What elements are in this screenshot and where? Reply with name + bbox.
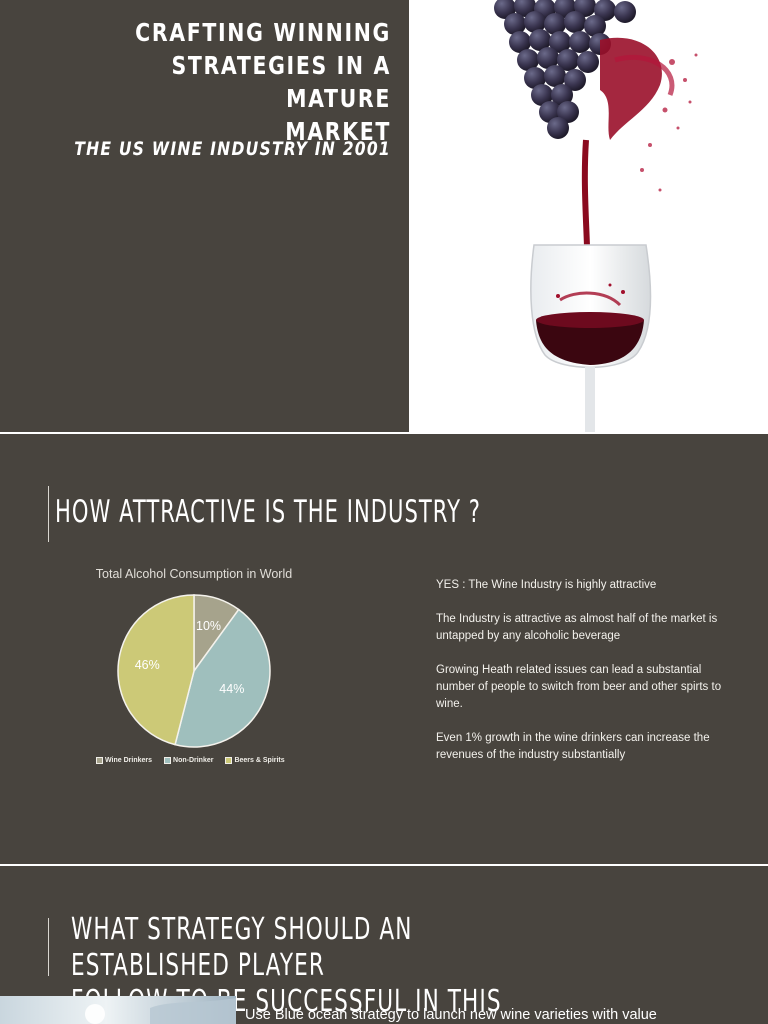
grape [557, 101, 579, 123]
bullet-item: YES : The Wine Industry is highly attrac… [436, 579, 657, 591]
heading-accent-bar [48, 918, 49, 976]
grape [594, 0, 616, 21]
pie-value-label: 10% [196, 619, 221, 633]
pie-chart: 10% 44% 46% [117, 594, 271, 748]
title-slide: CRAFTING WINNING STRATEGIES IN A MATURE … [0, 0, 768, 432]
legend-item: Beers & Spirits [225, 757, 285, 764]
grape [564, 11, 586, 33]
grape-cluster [494, 0, 636, 139]
bullet-item: Growing Heath related issues can lead a … [436, 664, 722, 710]
wine-pour-icon [494, 0, 698, 432]
grape [549, 31, 571, 53]
grape [577, 51, 599, 73]
legend-swatch [225, 757, 233, 764]
pie-slice-non-drinker [174, 608, 271, 748]
chart-legend: Wine Drinkers Non-Drinker Beers & Spirits [96, 757, 285, 764]
grape [614, 1, 636, 23]
legend-item: Non-Drinker [164, 757, 213, 764]
sky-photo-icon [0, 996, 236, 1024]
grape [557, 49, 579, 71]
grape [509, 31, 531, 53]
legend-label: Non-Drinker [173, 757, 214, 764]
attractiveness-slide: HOW ATTRACTIVE IS THE INDUSTRY ? Total A… [0, 434, 768, 864]
grape [504, 13, 526, 35]
grape [564, 69, 586, 91]
bullet-list: YES : The Wine Industry is highly attrac… [436, 577, 726, 781]
legend-item: Wine Drinkers [96, 757, 152, 764]
chart-title: Total Alcohol Consumption in World [95, 567, 293, 581]
grape [551, 84, 573, 106]
grape [544, 13, 566, 35]
grape [517, 49, 539, 71]
grape [584, 15, 606, 37]
legend-swatch [96, 757, 103, 764]
grape [544, 65, 566, 87]
pie-value-label: 46% [135, 658, 160, 672]
title-panel: CRAFTING WINNING STRATEGIES IN A MATURE … [0, 0, 409, 432]
slide-heading: HOW ATTRACTIVE IS THE INDUSTRY ? [55, 494, 481, 530]
heading-accent-bar [48, 486, 49, 542]
grape [524, 11, 546, 33]
bullet-item: The Industry is attractive as almost hal… [436, 613, 718, 642]
bullet-item: Even 1% growth in the wine drinkers can … [436, 732, 710, 761]
grape [569, 31, 591, 53]
legend-swatch [164, 757, 172, 764]
presentation-subtitle: THE US WINE INDUSTRY IN 2001 [74, 138, 391, 160]
grape [537, 47, 559, 69]
legend-label: Beers & Spirits [234, 757, 285, 764]
grape [547, 117, 569, 139]
legend-label: Wine Drinkers [105, 757, 153, 764]
pie-slice-beers-spirits [117, 594, 195, 746]
presentation-title: CRAFTING WINNING STRATEGIES IN A MATURE … [135, 18, 391, 146]
strategy-text: Use Blue ocean strategy to launch new wi… [245, 1007, 657, 1023]
strategy-slide: WHAT STRATEGY SHOULD AN ESTABLISHED PLAY… [0, 866, 768, 1024]
grape [531, 84, 553, 106]
pie-value-label: 44% [219, 682, 244, 696]
grape [529, 29, 551, 51]
grape [524, 67, 546, 89]
